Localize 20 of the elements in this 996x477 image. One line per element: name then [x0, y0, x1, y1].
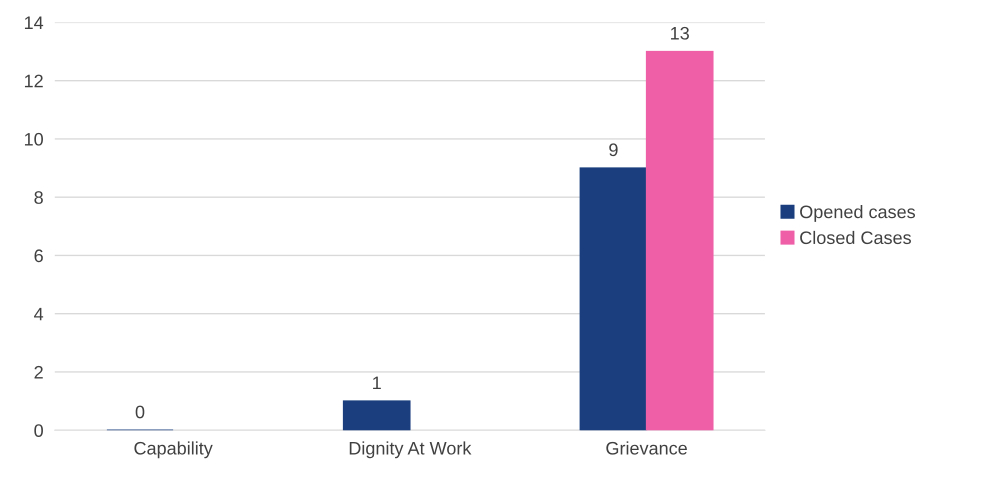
y-tick-label: 0	[34, 424, 43, 437]
y-tick-label: 2	[34, 366, 43, 379]
y-tick-label: 14	[24, 16, 44, 29]
data-label: 13	[671, 26, 689, 40]
bar	[580, 167, 648, 430]
y-tick-label: 8	[34, 191, 43, 204]
legend-label: Closed Cases	[800, 230, 911, 244]
data-label: 9	[609, 143, 618, 156]
y-tick-label: 6	[34, 249, 43, 262]
data-label: 1	[373, 376, 381, 390]
x-tick-label: Capability	[134, 441, 213, 458]
y-tick-label: 4	[34, 308, 44, 320]
data-label: 0	[136, 406, 144, 418]
x-tick-label: Grievance	[606, 441, 687, 455]
legend-label: Opened cases	[800, 204, 916, 222]
x-tick-label: Dignity At Work	[350, 441, 472, 458]
bar	[646, 50, 714, 430]
y-tick-label: 12	[24, 74, 43, 88]
y-tick-label: 10	[24, 132, 43, 146]
bar	[342, 400, 411, 430]
